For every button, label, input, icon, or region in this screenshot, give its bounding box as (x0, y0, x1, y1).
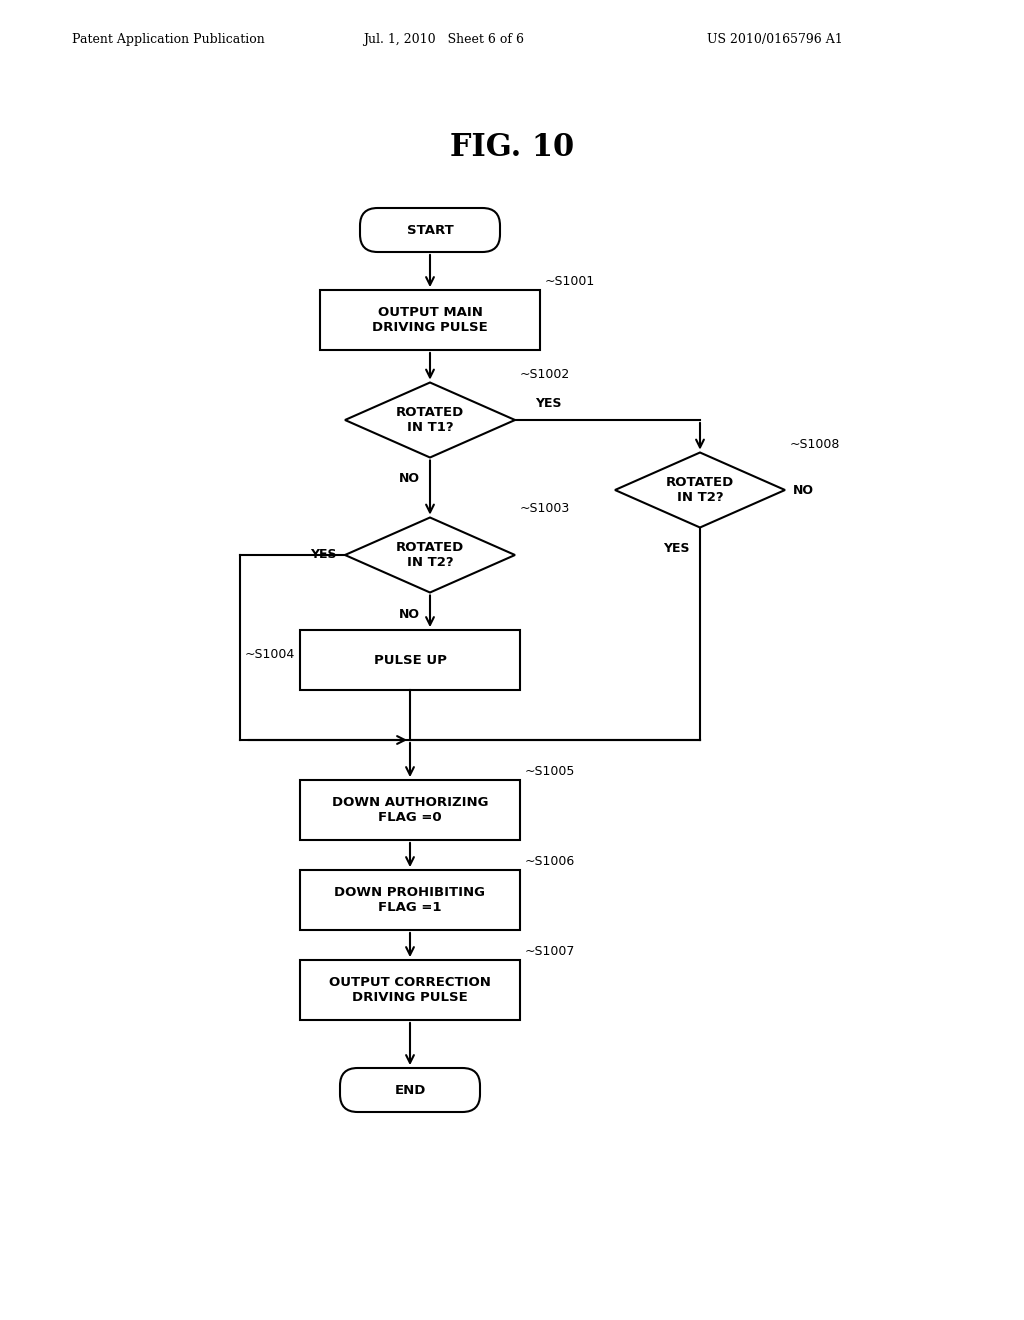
Text: NO: NO (399, 607, 420, 620)
Text: DOWN AUTHORIZING
FLAG =0: DOWN AUTHORIZING FLAG =0 (332, 796, 488, 824)
Text: END: END (394, 1084, 426, 1097)
Bar (300, 780, 520, 840)
Text: ~S1001: ~S1001 (545, 275, 595, 288)
Bar (300, 960, 520, 1020)
Text: ~S1002: ~S1002 (520, 367, 570, 380)
Text: ROTATED
IN T2?: ROTATED IN T2? (396, 541, 464, 569)
Text: YES: YES (535, 397, 561, 411)
Polygon shape (615, 453, 785, 528)
Bar (300, 630, 520, 690)
Text: ~S1007: ~S1007 (525, 945, 575, 958)
Text: DOWN PROHIBITING
FLAG =1: DOWN PROHIBITING FLAG =1 (335, 886, 485, 913)
Text: ~S1008: ~S1008 (790, 437, 841, 450)
Bar (300, 870, 520, 931)
FancyBboxPatch shape (340, 1068, 480, 1111)
Text: START: START (407, 223, 454, 236)
FancyBboxPatch shape (360, 209, 500, 252)
Text: NO: NO (793, 483, 814, 496)
Polygon shape (345, 517, 515, 593)
Text: ROTATED
IN T1?: ROTATED IN T1? (396, 407, 464, 434)
Polygon shape (345, 383, 515, 458)
Text: Patent Application Publication: Patent Application Publication (72, 33, 264, 46)
Bar (319, 290, 540, 350)
Text: ~S1005: ~S1005 (525, 766, 575, 777)
Text: PULSE UP: PULSE UP (374, 653, 446, 667)
Text: FIG. 10: FIG. 10 (450, 132, 574, 164)
Text: US 2010/0165796 A1: US 2010/0165796 A1 (707, 33, 843, 46)
Text: ~S1004: ~S1004 (245, 648, 295, 661)
Text: ROTATED
IN T2?: ROTATED IN T2? (666, 477, 734, 504)
Text: ~S1003: ~S1003 (520, 503, 570, 516)
Text: YES: YES (664, 543, 690, 556)
Text: OUTPUT CORRECTION
DRIVING PULSE: OUTPUT CORRECTION DRIVING PULSE (329, 975, 490, 1005)
Text: YES: YES (310, 549, 337, 561)
Text: NO: NO (399, 473, 420, 486)
Text: OUTPUT MAIN
DRIVING PULSE: OUTPUT MAIN DRIVING PULSE (372, 306, 487, 334)
Text: Jul. 1, 2010   Sheet 6 of 6: Jul. 1, 2010 Sheet 6 of 6 (364, 33, 524, 46)
Text: ~S1006: ~S1006 (525, 855, 575, 869)
